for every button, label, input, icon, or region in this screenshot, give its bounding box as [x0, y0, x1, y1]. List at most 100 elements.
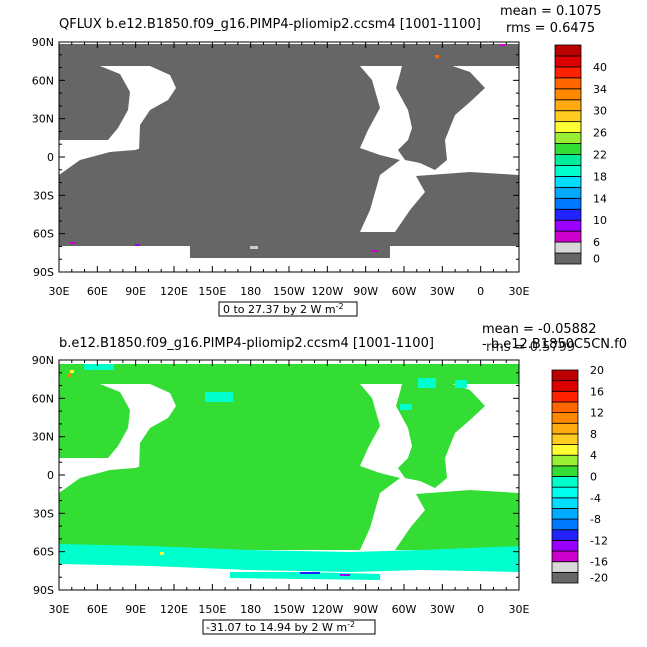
colorbar-box: [551, 529, 579, 541]
colorbar-box: [551, 518, 579, 531]
panel-top-colorbar: 0 6 10 14 18 22 26 30 34 40: [554, 44, 607, 266]
lon-tick-label: 30E: [509, 285, 530, 298]
lat-tick-label: 0: [47, 151, 54, 164]
lat-tick-label: 30N: [32, 431, 54, 444]
lon-tick-label: 150W: [273, 603, 305, 616]
lon-tick-label: 120W: [311, 603, 343, 616]
colorbar-label: 40: [593, 61, 607, 74]
colorbar-box: [554, 154, 582, 166]
colorbar-box: [554, 186, 582, 199]
lat-tick-label: 60N: [32, 74, 54, 87]
panel-bottom-mean: mean = -0.05882: [482, 322, 596, 337]
colorbar-box: [551, 540, 579, 552]
colorbar-box: [551, 380, 579, 392]
panel-bottom-extra-title: - b.e12.B1850C5CN.f0: [482, 337, 627, 352]
panel-top-title: QFLUX b.e12.B1850.f09_g16.PIMP4-pliomip2…: [59, 17, 481, 32]
lon-tick-label: 30E: [509, 603, 530, 616]
colorbar-label: 6: [593, 236, 600, 249]
lat-tick-label: 0: [47, 469, 54, 482]
lat-tick-label: 60S: [33, 228, 54, 241]
colorbar-box: [551, 561, 579, 573]
panel-top-coastal-specks: [70, 44, 505, 252]
colorbar-label: -8: [590, 513, 601, 526]
panel-bottom-range-label: -31.07 to 14.94 by 2 W m-2: [206, 620, 355, 634]
colorbar-box: [554, 252, 582, 265]
colorbar-label: 14: [593, 192, 607, 205]
colorbar-box: [551, 476, 579, 488]
colorbar-label: 0: [593, 253, 600, 266]
colorbar-box: [551, 390, 579, 403]
lon-tick-label: 90W: [353, 603, 378, 616]
colorbar-label: -4: [590, 492, 601, 505]
lon-tick-label: 90W: [353, 285, 378, 298]
lat-tick-label: 30N: [32, 113, 54, 126]
lat-tick-label: 90S: [33, 266, 54, 279]
colorbar-box: [551, 571, 579, 584]
colorbar-box: [551, 486, 579, 499]
lon-tick-label: 30E: [49, 285, 70, 298]
lon-tick-label: 150E: [198, 603, 226, 616]
colorbar-label: 12: [590, 407, 604, 420]
lon-tick-label: 120W: [311, 285, 343, 298]
panel-top-range-label: 0 to 27.37 by 2 W m-2: [223, 302, 344, 316]
colorbar-box: [554, 208, 582, 221]
panel-bottom: b.e12.B1850.f09_g16.PIMP4-pliomip2.ccsm4…: [32, 322, 627, 635]
lon-tick-label: 180: [240, 603, 261, 616]
lon-tick-label: 30E: [49, 603, 70, 616]
panel-top-map: [59, 42, 519, 272]
panel-bottom-colorbar: -20 -16 -12 -8 -4 0 4 8 12 16 20: [551, 364, 608, 585]
lat-tick-label: 60S: [33, 546, 54, 559]
colorbar-box: [554, 175, 582, 188]
colorbar-label: 20: [590, 364, 604, 377]
panel-top-range-box: [218, 301, 358, 317]
panel-top-mean: mean = 0.1075: [500, 4, 602, 19]
lon-tick-label: 90E: [125, 603, 146, 616]
colorbar-label: 16: [590, 385, 604, 398]
lat-tick-label: 90S: [33, 584, 54, 597]
lon-tick-label: 30W: [430, 285, 455, 298]
colorbar-box: [551, 497, 579, 509]
colorbar-box: [554, 230, 582, 243]
panel-bottom-title: b.e12.B1850.f09_g16.PIMP4-pliomip2.ccsm4…: [59, 336, 434, 351]
colorbar-label: -16: [590, 556, 608, 569]
lat-tick-label: 30S: [33, 189, 54, 202]
colorbar-box: [554, 219, 582, 232]
panel-bottom-cyan-patches: [84, 364, 467, 410]
lon-tick-label: 60W: [392, 285, 417, 298]
colorbar-box: [554, 110, 582, 123]
colorbar-box: [554, 66, 582, 79]
colorbar-box: [554, 165, 582, 177]
colorbar-box: [551, 401, 579, 414]
colorbar-box: [554, 143, 582, 155]
lat-tick-label: 90N: [32, 36, 54, 49]
panel-top: QFLUX b.e12.B1850.f09_g16.PIMP4-pliomip2…: [32, 4, 607, 317]
colorbar-box: [554, 241, 582, 254]
lat-tick-label: 30S: [33, 507, 54, 520]
colorbar-label: -12: [590, 534, 608, 547]
colorbar-box: [551, 422, 579, 435]
colorbar-box: [551, 550, 579, 563]
lon-tick-label: 0: [477, 603, 484, 616]
lon-tick-label: 120E: [160, 285, 188, 298]
panel-top-ocean: [59, 44, 519, 258]
colorbar-box: [551, 444, 579, 456]
colorbar-label: 18: [593, 170, 607, 183]
colorbar-label: 10: [593, 214, 607, 227]
colorbar-label: 0: [590, 471, 597, 484]
lon-tick-label: 120E: [160, 603, 188, 616]
panel-bottom-ocean: [59, 364, 519, 550]
colorbar-box: [554, 88, 582, 101]
panel-bottom-rms: rms = 0.5799: [486, 340, 575, 355]
colorbar-label: 26: [593, 127, 607, 140]
lon-tick-label: 150E: [198, 285, 226, 298]
colorbar-box: [554, 197, 582, 210]
colorbar-box: [551, 412, 579, 424]
colorbar-box: [551, 465, 579, 477]
colorbar-box: [554, 132, 582, 144]
colorbar-box: [551, 433, 579, 445]
colorbar-box: [551, 369, 579, 382]
colorbar-box: [554, 55, 582, 68]
colorbar-label: 4: [590, 449, 597, 462]
colorbar-box: [551, 454, 579, 467]
